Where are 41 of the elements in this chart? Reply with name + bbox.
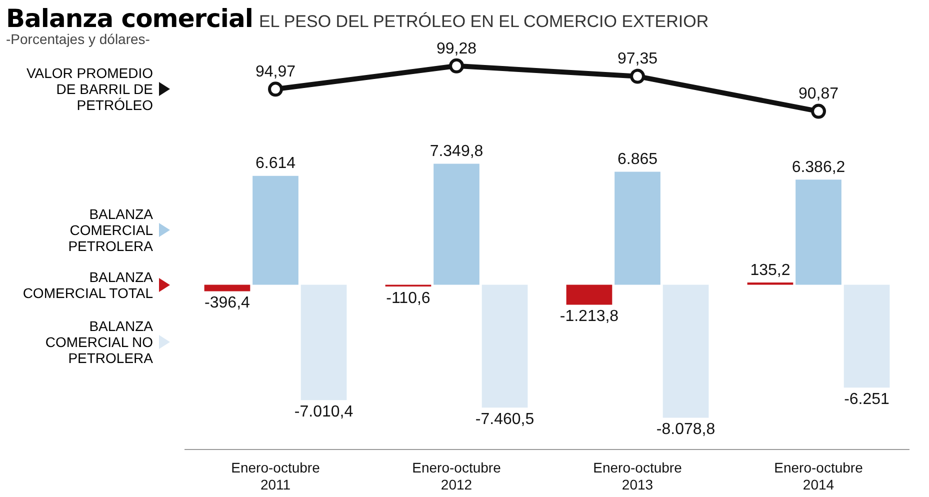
data-label: 6.386,2	[792, 158, 846, 176]
data-label: 6.865	[617, 151, 658, 168]
bar	[204, 284, 250, 292]
data-label: -8.078,8	[656, 421, 716, 438]
data-label: 94,97	[255, 64, 296, 81]
chart-subtitle: EL PESO DEL PETRÓLEO EN EL COMERCIO EXTERIOR	[258, 12, 709, 31]
bar	[844, 284, 890, 388]
data-label: 99,28	[436, 40, 477, 58]
bar	[566, 284, 612, 305]
data-label: -1.213,8	[560, 308, 619, 326]
point	[449, 58, 464, 74]
data-label: -110,6	[386, 290, 430, 307]
bar	[482, 284, 528, 408]
point	[630, 68, 645, 84]
data-label: 90,87	[798, 86, 839, 103]
legend-label: BALANZA COMERCIAL PETROLERA	[67, 206, 153, 254]
bar	[662, 284, 709, 418]
data-label: -6.251	[844, 391, 890, 408]
text: -Porcentajes y dólares-	[6, 31, 150, 47]
legend-label: VALOR PROMEDIO DE BARRIL DE PETRÓLEO	[25, 65, 153, 114]
x-tick-label: Enero-octubre 2014	[774, 460, 864, 492]
bar	[796, 180, 842, 285]
x-tick-label: Enero-octubre 2011	[231, 460, 320, 492]
data-label: -7.010,4	[294, 404, 354, 421]
bar	[300, 284, 347, 400]
data-label: 6.614	[255, 155, 296, 172]
legend-label: BALANZA COMERCIAL TOTAL	[22, 268, 153, 301]
data-label: -396,4	[204, 294, 250, 312]
legend-label: BALANZA COMERCIAL NO PETROLERA	[44, 318, 153, 366]
point	[811, 104, 826, 119]
bar	[252, 176, 298, 285]
point	[268, 82, 283, 97]
data-label: 135,2	[750, 262, 790, 279]
data-label: 97,35	[617, 50, 658, 68]
bar	[434, 164, 480, 285]
bar	[614, 172, 660, 285]
chart-title: Balanza comercial	[6, 4, 253, 33]
data-label: 7.349,8	[430, 143, 484, 160]
x-tick-label: Enero-octubre 2013	[593, 460, 682, 492]
data-label: -7.460,5	[475, 410, 534, 428]
x-tick-label: Enero-octubre 2012	[412, 460, 502, 492]
